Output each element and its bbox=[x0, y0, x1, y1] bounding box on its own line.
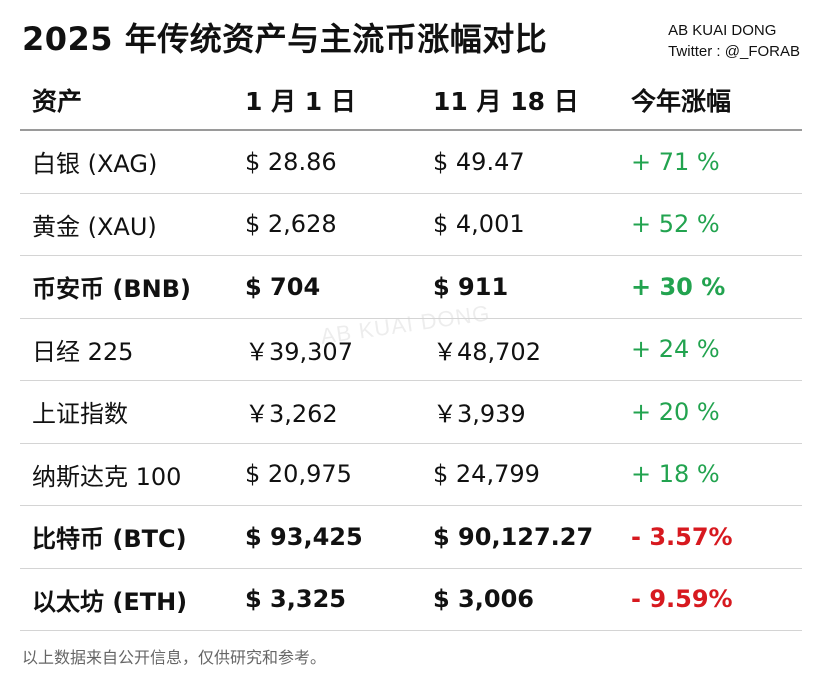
ytd-change: + 18 % bbox=[631, 460, 720, 489]
jan1-price: $ 20,975 bbox=[245, 460, 352, 489]
asset-name: 以太坊 (ETH) bbox=[32, 587, 188, 616]
ytd-change: - 9.59% bbox=[631, 585, 733, 614]
nov18-price: ￥48,702 bbox=[433, 337, 541, 366]
nov18-price: $ 4,001 bbox=[433, 210, 525, 239]
table-row: 上证指数 ￥3,262 ￥3,939 + 20 % bbox=[20, 381, 802, 444]
nov18-price: ￥3,939 bbox=[433, 400, 526, 429]
jan1-price: $ 704 bbox=[245, 272, 321, 301]
asset-name: 白银 (XAG) bbox=[32, 150, 158, 179]
table-row: 比特币 (BTC) $ 93,425 $ 90,127.27 - 3.57% bbox=[20, 506, 802, 569]
asset-name: 比特币 (BTC) bbox=[32, 525, 187, 554]
header-nov18: 11 月 18 日 bbox=[433, 86, 579, 116]
asset-name: 上证指数 bbox=[32, 400, 128, 429]
ytd-change: + 52 % bbox=[631, 210, 720, 239]
credit-author: AB KUAI DONG bbox=[668, 22, 777, 39]
table-row: 以太坊 (ETH) $ 3,325 $ 3,006 - 9.59% bbox=[20, 569, 802, 631]
jan1-price: $ 93,425 bbox=[245, 522, 363, 551]
table-row: 白银 (XAG) $ 28.86 $ 49.47 + 71 % bbox=[20, 131, 802, 194]
ytd-change: + 24 % bbox=[631, 335, 720, 364]
jan1-price: $ 2,628 bbox=[245, 210, 337, 239]
ytd-change: + 20 % bbox=[631, 397, 720, 426]
header-jan1: 1 月 1 日 bbox=[245, 86, 356, 116]
jan1-price: $ 3,325 bbox=[245, 585, 346, 614]
nov18-price: $ 24,799 bbox=[433, 460, 540, 489]
jan1-price: ￥39,307 bbox=[245, 337, 353, 366]
comparison-table: 资产 1 月 1 日 11 月 18 日 今年涨幅 白银 (XAG) $ 28.… bbox=[20, 70, 802, 631]
credit-twitter: Twitter : @_FORAB bbox=[668, 43, 800, 60]
ytd-change: + 71 % bbox=[631, 147, 720, 176]
ytd-change: + 30 % bbox=[631, 272, 726, 301]
header-change: 今年涨幅 bbox=[631, 86, 732, 116]
table-header-row: 资产 1 月 1 日 11 月 18 日 今年涨幅 bbox=[20, 70, 802, 131]
table-row: 币安币 (BNB) $ 704 $ 911 + 30 % bbox=[20, 256, 802, 319]
asset-name: 币安币 (BNB) bbox=[32, 275, 191, 304]
table-row: 纳斯达克 100 $ 20,975 $ 24,799 + 18 % bbox=[20, 444, 802, 506]
jan1-price: ￥3,262 bbox=[245, 400, 338, 429]
page-title: 2025 年传统资产与主流币涨幅对比 bbox=[22, 20, 548, 58]
asset-name: 日经 225 bbox=[32, 337, 134, 366]
nov18-price: $ 3,006 bbox=[433, 585, 534, 614]
jan1-price: $ 28.86 bbox=[245, 147, 337, 176]
credit-block: AB KUAI DONG Twitter : @_FORAB bbox=[668, 20, 800, 62]
asset-name: 纳斯达克 100 bbox=[32, 462, 182, 491]
footnote: 以上数据来自公开信息，仅供研究和参考。 bbox=[22, 648, 327, 667]
nov18-price: $ 911 bbox=[433, 272, 509, 301]
table-row: 日经 225 ￥39,307 ￥48,702 + 24 % bbox=[20, 319, 802, 381]
table-row: 黄金 (XAU) $ 2,628 $ 4,001 + 52 % bbox=[20, 194, 802, 256]
asset-name: 黄金 (XAU) bbox=[32, 212, 157, 241]
ytd-change: - 3.57% bbox=[631, 522, 733, 551]
header-asset: 资产 bbox=[32, 86, 83, 116]
nov18-price: $ 90,127.27 bbox=[433, 522, 594, 551]
nov18-price: $ 49.47 bbox=[433, 147, 525, 176]
